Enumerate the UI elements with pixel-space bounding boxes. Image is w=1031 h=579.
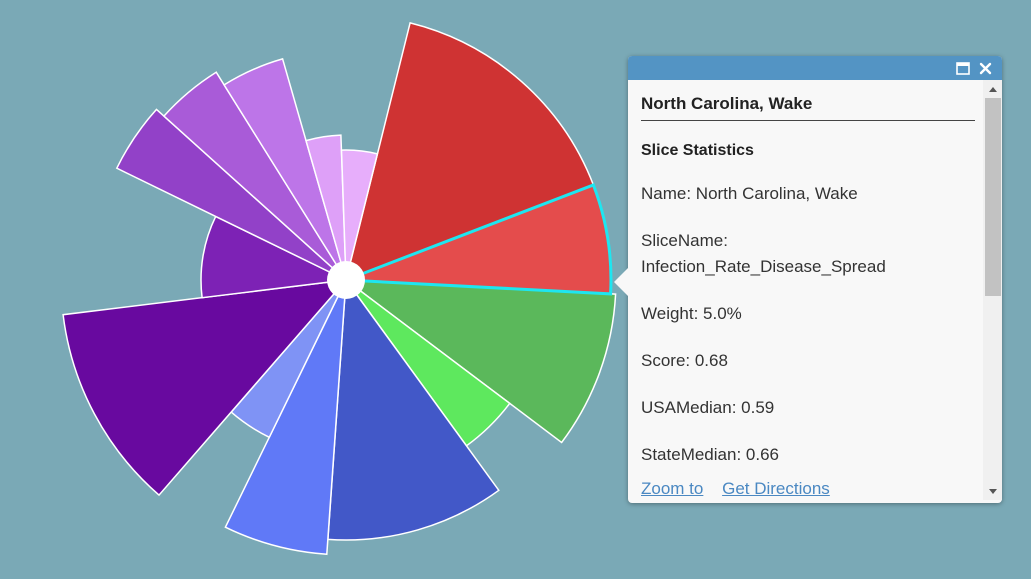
popup-header bbox=[628, 56, 1002, 80]
slice-purple-medium[interactable] bbox=[115, 108, 347, 281]
slice-purple-dark[interactable] bbox=[200, 215, 349, 299]
chart-center bbox=[327, 261, 365, 299]
field-score: Score: 0.68 bbox=[641, 351, 728, 370]
popup-title: North Carolina, Wake bbox=[641, 94, 975, 121]
slice-blue-light[interactable] bbox=[224, 279, 347, 556]
slice-lavender[interactable] bbox=[223, 57, 347, 281]
chevron-up-icon[interactable] bbox=[983, 82, 1002, 96]
slice-purple-darkest[interactable] bbox=[62, 279, 348, 497]
selected-slice-outline bbox=[345, 183, 613, 296]
slice-purple-light[interactable] bbox=[162, 71, 347, 281]
maximize-icon[interactable] bbox=[954, 59, 972, 77]
field-slicename: SliceName: Infection_Rate_Disease_Spread bbox=[641, 231, 886, 276]
slice-green-dark[interactable] bbox=[343, 279, 617, 444]
close-icon[interactable] bbox=[976, 59, 994, 77]
slice-lavender-palest[interactable] bbox=[340, 149, 379, 281]
field-name: Name: North Carolina, Wake bbox=[641, 184, 858, 203]
slice-red-large[interactable] bbox=[344, 21, 595, 282]
popup-actions: Zoom to Get Directions bbox=[641, 479, 844, 499]
section-title: Slice Statistics bbox=[641, 142, 754, 159]
polar-area-chart[interactable] bbox=[62, 21, 617, 556]
field-weight: Weight: 5.0% bbox=[641, 304, 742, 323]
info-popup: North Carolina, Wake Slice Statistics Na… bbox=[614, 56, 1002, 503]
popup-scrollbar[interactable] bbox=[983, 80, 1002, 500]
scroll-thumb[interactable] bbox=[985, 98, 1001, 296]
slice-blue-dark[interactable] bbox=[327, 277, 500, 541]
field-usamedian: USAMedian: 0.59 bbox=[641, 398, 775, 417]
slice-lavender-pale[interactable] bbox=[305, 134, 347, 281]
popup-pointer bbox=[614, 268, 628, 296]
chevron-down-icon[interactable] bbox=[983, 484, 1002, 498]
popup-content: North Carolina, Wake Slice Statistics Na… bbox=[628, 80, 983, 480]
get-directions-link[interactable]: Get Directions bbox=[722, 479, 830, 498]
field-statemedian: StateMedian: 0.66 bbox=[641, 445, 779, 464]
zoom-to-link[interactable]: Zoom to bbox=[641, 479, 704, 498]
